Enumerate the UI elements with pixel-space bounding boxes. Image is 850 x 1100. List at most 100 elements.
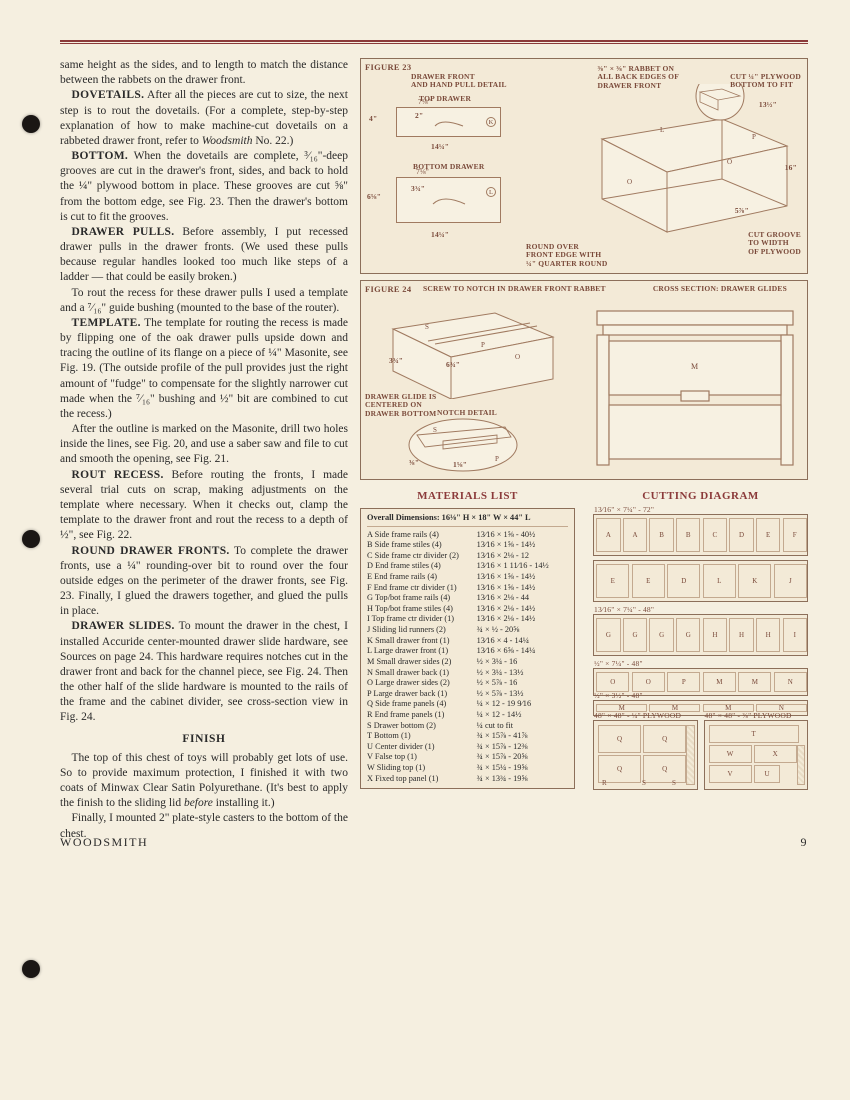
figure-label: FIGURE 23 (365, 62, 411, 72)
materials-row: E End frame rails (4)13⁄16 × 1⅝ - 14½ (367, 572, 568, 583)
dim-text: 14¼" (431, 231, 449, 239)
cutting-board: 13⁄16" × 7¼" - 48"GGGGHHHI (593, 614, 808, 656)
callout-screw: SCREW TO NOTCH IN DRAWER FRONT RABBET (423, 285, 606, 293)
callout-glide: DRAWER GLIDE IS CENTERED ON DRAWER BOTTO… (365, 393, 436, 418)
part-letter: K (486, 117, 496, 127)
materials-row: A Side frame rails (4)13⁄16 × 1⅝ - 40½ (367, 530, 568, 541)
figure-23: FIGURE 23 DRAWER FRONT AND HAND PULL DET… (360, 58, 808, 274)
svg-text:O: O (727, 158, 732, 166)
plywood-right: 48" × 48" - ⅜" PLYWOOD T W X V U (704, 720, 809, 790)
materials-row: L Large drawer front (1)13⁄16 × 6⅝ - 14¼ (367, 646, 568, 657)
dim-text: 6¾" (446, 361, 460, 369)
body-text: The top of this chest of toys will proba… (60, 751, 348, 812)
materials-row: K Small drawer front (1)13⁄16 × 4 - 14¼ (367, 636, 568, 647)
materials-column: MATERIALS LIST Overall Dimensions: 16⅛" … (360, 486, 575, 794)
figure-subtitle: DRAWER FRONT AND HAND PULL DETAIL (411, 73, 507, 90)
dim-text: 7⅛" (416, 168, 429, 176)
materials-heading: MATERIALS LIST (360, 490, 575, 502)
header-rule (60, 40, 808, 44)
materials-row: V False top (1)¾ × 15⅞ - 20⅝ (367, 752, 568, 763)
cutting-heading: CUTTING DIAGRAM (593, 490, 808, 502)
body-text: DRAWER PULLS. Before assembly, I put rec… (60, 225, 348, 286)
materials-row: T Bottom (1)¾ × 15⅞ - 41⅞ (367, 731, 568, 742)
magazine-name: WOODSMITH (60, 835, 148, 850)
body-text: DOVETAILS. After all the pieces are cut … (60, 88, 348, 149)
materials-row: I Top frame ctr divider (1)13⁄16 × 2⅛ - … (367, 614, 568, 625)
body-text: After the outline is marked on the Mason… (60, 422, 348, 468)
callout-rabbet: ⅜" × ⅜" RABBET ON ALL BACK EDGES OF DRAW… (597, 65, 679, 90)
binder-hole (22, 115, 40, 133)
materials-row: M Small drawer sides (2)½ × 3¼ - 16 (367, 657, 568, 668)
callout-notch: NOTCH DETAIL (437, 409, 497, 417)
cutting-board: EEDLKJ (593, 560, 808, 602)
dim-text: 7⅛" (418, 98, 431, 106)
board-caption: 48" × 48" - ⅜" PLYWOOD (705, 711, 808, 720)
materials-row: F End frame ctr divider (1)13⁄16 × 1⅝ - … (367, 583, 568, 594)
cross-section: M (591, 301, 799, 473)
page-number: 9 (801, 835, 809, 850)
materials-row: Q Side frame panels (4)¼ × 12 - 19 9⁄16 (367, 699, 568, 710)
svg-text:S: S (425, 323, 429, 331)
body-text: ROUND DRAWER FRONTS. To complete the dra… (60, 544, 348, 620)
materials-row: N Small drawer back (1)½ × 3¼ - 13½ (367, 668, 568, 679)
dim-text: 4" (369, 115, 377, 123)
materials-row: B Side frame stiles (4)13⁄16 × 1⅝ - 14½ (367, 540, 568, 551)
svg-text:O: O (627, 178, 632, 186)
materials-row: D End frame stiles (4)13⁄16 × 1 11⁄16 - … (367, 561, 568, 572)
svg-text:P: P (495, 455, 499, 463)
callout-roundover: ROUND OVER FRONT EDGE WITH ¼" QUARTER RO… (526, 243, 607, 268)
part-letter: L (486, 187, 496, 197)
cutting-board: 13⁄16" × 7¼" - 72"AABBCDEF (593, 514, 808, 556)
callout-groove: CUT GROOVE TO WIDTH OF PLYWOOD (748, 231, 801, 256)
dim-text: 13½" (759, 101, 777, 109)
plywood-left: 48" × 48" - ¼" PLYWOOD Q Q Q Q R S S (593, 720, 698, 790)
materials-row: P Large drawer back (1)½ × 5⅞ - 13½ (367, 689, 568, 700)
callout-bottom: CUT ¼" PLYWOOD BOTTOM TO FIT (730, 73, 801, 90)
body-text: DRAWER SLIDES. To mount the drawer in th… (60, 619, 348, 725)
body-text: same height as the sides, and to length … (60, 58, 348, 88)
binder-hole (22, 530, 40, 548)
materials-row: O Large drawer sides (2)½ × 5⅞ - 16 (367, 678, 568, 689)
dim-text: 3¾" (389, 357, 403, 365)
materials-table: Overall Dimensions: 16⅛" H × 18" W × 44"… (360, 508, 575, 789)
section-heading: FINISH (60, 732, 348, 747)
materials-row: H Top/bot frame stiles (4)13⁄16 × 2⅛ - 1… (367, 604, 568, 615)
materials-row: R End frame panels (1)¼ × 12 - 14½ (367, 710, 568, 721)
top-drawer-front: K (396, 107, 501, 137)
materials-overall: Overall Dimensions: 16⅛" H × 18" W × 44"… (367, 513, 568, 527)
svg-text:P: P (752, 133, 756, 141)
body-text: To rout the recess for these drawer pull… (60, 286, 348, 316)
svg-text:M: M (691, 362, 698, 371)
svg-text:S: S (433, 426, 437, 434)
drawer-glide-iso: S O P (375, 299, 560, 399)
dim-text: 1⅝" (453, 461, 467, 469)
materials-row: C Side frame ctr divider (2)13⁄16 × 2⅛ -… (367, 551, 568, 562)
page-footer: WOODSMITH 9 (60, 835, 808, 850)
figure-24: FIGURE 24 SCREW TO NOTCH IN DRAWER FRONT… (360, 280, 808, 480)
materials-row: S Drawer bottom (2)¼ cut to fit (367, 721, 568, 732)
body-text: BOTTOM. When the dovetails are complete,… (60, 149, 348, 225)
body-text: ROUT RECESS. Before routing the fronts, … (60, 468, 348, 544)
svg-text:P: P (481, 341, 485, 349)
materials-row: U Center divider (1)¾ × 15⅞ - 12⅜ (367, 742, 568, 753)
materials-row: G Top/bot frame rails (4)13⁄16 × 2⅛ - 44 (367, 593, 568, 604)
cutting-column: CUTTING DIAGRAM 13⁄16" × 7¼" - 72"AABBCD… (593, 486, 808, 794)
dim-text: 3¾" (411, 185, 425, 193)
body-text: TEMPLATE. The template for routing the r… (60, 316, 348, 422)
dim-text: 6⅝" (367, 193, 381, 201)
binder-hole (22, 960, 40, 978)
materials-row: X Fixed top panel (1)¾ × 13¾ - 19⅝ (367, 774, 568, 785)
svg-text:L: L (660, 126, 664, 134)
article-column: same height as the sides, and to length … (60, 58, 348, 842)
dim-text: 16" (785, 164, 797, 172)
dim-text: 2" (415, 112, 423, 120)
dim-text: ⅜" (409, 459, 419, 467)
figure-label: FIGURE 24 (365, 284, 411, 294)
materials-row: W Sliding top (1)¾ × 15¼ - 19⅝ (367, 763, 568, 774)
callout-cross: CROSS SECTION: DRAWER GLIDES (653, 285, 787, 293)
board-caption: 48" × 48" - ¼" PLYWOOD (594, 711, 697, 720)
dim-text: 5⅞" (735, 207, 749, 215)
svg-text:O: O (515, 353, 520, 361)
materials-row: J Sliding lid runners (2)¾ × ½ - 20⅝ (367, 625, 568, 636)
dim-text: 14¼" (431, 143, 449, 151)
